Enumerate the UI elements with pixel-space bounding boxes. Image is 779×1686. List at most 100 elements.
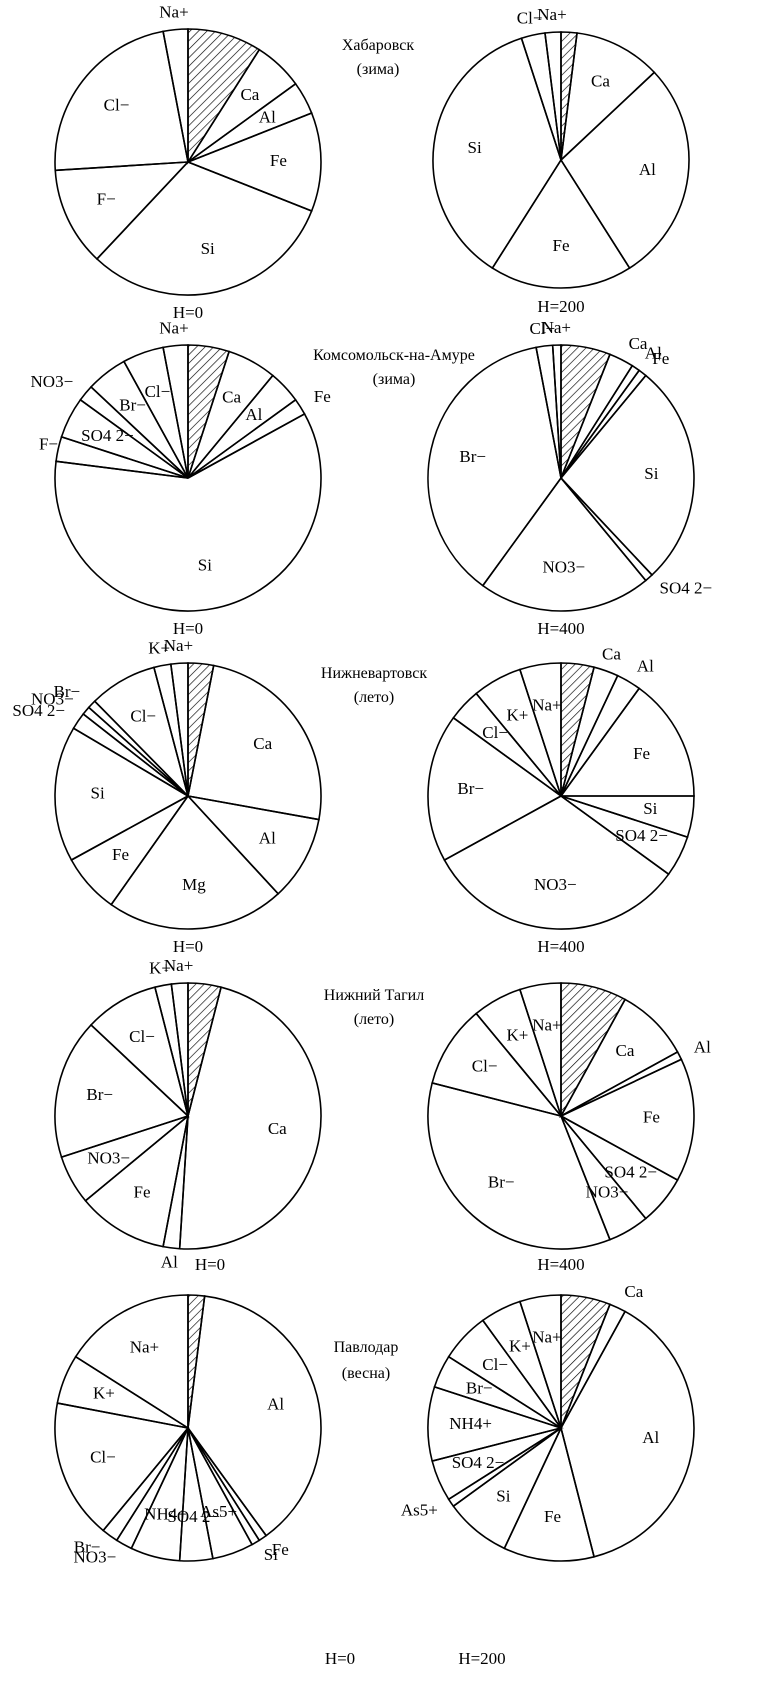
slice-label-Cl−: Cl− (90, 1448, 116, 1467)
slice-label-K+: K+ (148, 639, 170, 658)
slice-label-As5+: As5+ (401, 1501, 438, 1520)
pie-slice-Na+ (518, 982, 562, 1117)
pie-slice-Ca (187, 664, 322, 821)
slice-label-SO4 2−: SO4 2− (660, 579, 713, 598)
pie-slice-Br− (54, 1023, 190, 1159)
pie-slice-Cl− (431, 1012, 564, 1118)
slice-label-Na+: Na+ (159, 3, 188, 22)
slice-label-Ca: Ca (253, 734, 272, 753)
pie-slice-NO3− (481, 476, 647, 612)
title-komsomolsk-city: Комсомольск-на-Амуре (313, 347, 475, 364)
slice-label-Cl−: Cl− (472, 1056, 498, 1075)
slice-label-Na+: Na+ (542, 318, 571, 337)
title-nizhny-tagil-season: (лето) (354, 1011, 395, 1028)
pie-slice-Fe (559, 687, 695, 797)
slice-label-NO3−: NO3− (87, 1149, 130, 1168)
slice-label-Cl−: Cl− (529, 319, 555, 338)
slice-label-Cl−: Cl− (130, 706, 156, 725)
pie-slice-Na+ (518, 1294, 562, 1429)
slice-label-Na+: Na+ (164, 636, 193, 655)
slice-label-Si: Si (468, 138, 482, 157)
slice-label-Fe: Fe (544, 1507, 561, 1526)
slice-label-Si: Si (198, 556, 212, 575)
slice-label-Al: Al (637, 657, 654, 676)
slice-label-SO4 2−: SO4 2− (12, 701, 65, 720)
slice-label-NH4+: NH4+ (144, 1505, 187, 1524)
slice-label-NO3−: NO3− (31, 689, 74, 708)
slice-label-K+: K+ (506, 706, 528, 725)
slice-label-K+: K+ (509, 1336, 531, 1355)
slice-label-SO4 2−: SO4 2− (604, 1163, 657, 1182)
pie-slice-SO4 2− (178, 1427, 214, 1562)
pie-slice-Na+ (170, 982, 189, 1117)
height-label: H=400 (537, 1255, 584, 1274)
pie-nizhnevartovsk-h0: Ca Al Mg Fe Si SO4 2−NO3−Br− Cl− K+Na+ H=0 (12, 636, 322, 956)
slice-label-Mg: Mg (182, 875, 206, 894)
pie-nizhny-tagil-h400: Ca Al Fe SO4 2−NO3− Br− Cl− K+Na+ H=400 (427, 982, 711, 1274)
slice-label-Ca: Ca (629, 334, 648, 353)
slice-label-Ca: Ca (268, 1119, 287, 1138)
slice-label-NO3−: NO3− (534, 875, 577, 894)
pie-slice-Cl− (54, 30, 189, 172)
height-label: H=0 (325, 1649, 355, 1668)
pie-slice-NH4+ (427, 1385, 564, 1463)
pie-slice-Br− (427, 346, 562, 587)
slice-label-Na+: Na+ (532, 696, 561, 715)
title-nizhnevartovsk-season: (лето) (354, 689, 395, 706)
slice-label-Br−: Br− (74, 1537, 101, 1556)
pie-pavlodar-h200: Ca Al Fe Si As5+ SO4 2− NH4+ Br− Cl−K+ Na+ H=200 (401, 1282, 695, 1668)
pie-slice-As5+ (187, 1427, 254, 1560)
height-label: H=200 (537, 297, 584, 316)
pie-slice-Na+ (544, 31, 562, 161)
pie-slice-Al (185, 794, 320, 895)
slice-label-Al: Al (639, 160, 656, 179)
pie-slice-Ca (178, 986, 322, 1250)
slice-label-SO4 2−: SO4 2− (81, 426, 134, 445)
pie-slice-NO3− (443, 795, 670, 930)
slice-label-Br−: Br− (459, 447, 486, 466)
pie-slice-K+ (153, 983, 189, 1117)
pie-slice-F− (54, 161, 190, 261)
slice-label-Na+: Na+ (164, 956, 193, 975)
pie-slice-Si (54, 412, 322, 612)
height-label: H=200 (458, 1649, 505, 1668)
slice-label-Cl−: Cl− (517, 8, 543, 27)
slice-label-Cl−: Cl− (129, 1027, 155, 1046)
slice-label-Fe: Fe (553, 236, 570, 255)
slice-label-Br−: Br− (86, 1085, 113, 1104)
slice-label-Na+: Na+ (159, 319, 188, 338)
slice-label-Ca: Ca (616, 1041, 635, 1060)
slice-label-Al: Al (267, 1394, 284, 1413)
pie-khabarovsk-h200: Ca Al Fe Si Cl−Na+ H=200 (432, 5, 690, 316)
pie-slice-Br− (89, 360, 189, 479)
pie-slice-Mg (110, 794, 280, 930)
slice-label-Si: Si (496, 1487, 510, 1506)
slice-label-Al: Al (161, 1253, 178, 1272)
height-label: H=0 (195, 1255, 225, 1274)
pie-slice-Cl− (520, 32, 562, 161)
slice-label-Fe: Fe (112, 845, 129, 864)
slice-label-NH4+: NH4+ (449, 1414, 492, 1433)
title-pavlodar-city: Павлодар (334, 1339, 399, 1356)
slice-label-Br−: Br− (54, 682, 81, 701)
slice-label-Fe: Fe (643, 1108, 660, 1127)
slice-label-Cl−: Cl− (145, 382, 171, 401)
slice-label-Na+: Na+ (532, 1328, 561, 1347)
slice-label-Si: Si (644, 464, 658, 483)
slice-label-Si: Si (643, 799, 657, 818)
slice-label-Cl−: Cl− (482, 1355, 508, 1374)
slice-label-Si: Si (264, 1545, 278, 1564)
pie-slice-Si (95, 161, 313, 296)
pie-nizhnevartovsk-h400: Ca Al Fe Si SO4 2− NO3− Br− Cl−K+Na+ H=400 (427, 645, 695, 956)
title-nizhnevartovsk-city: Нижневартовск (321, 665, 427, 682)
slice-label-Al: Al (259, 107, 276, 126)
slice-label-Br−: Br− (488, 1173, 515, 1192)
pie-slice-Na+ (162, 28, 189, 163)
slice-label-NO3−: NO3− (31, 372, 74, 391)
pie-slice-Fe (559, 1058, 695, 1182)
height-label: H=0 (173, 303, 203, 322)
